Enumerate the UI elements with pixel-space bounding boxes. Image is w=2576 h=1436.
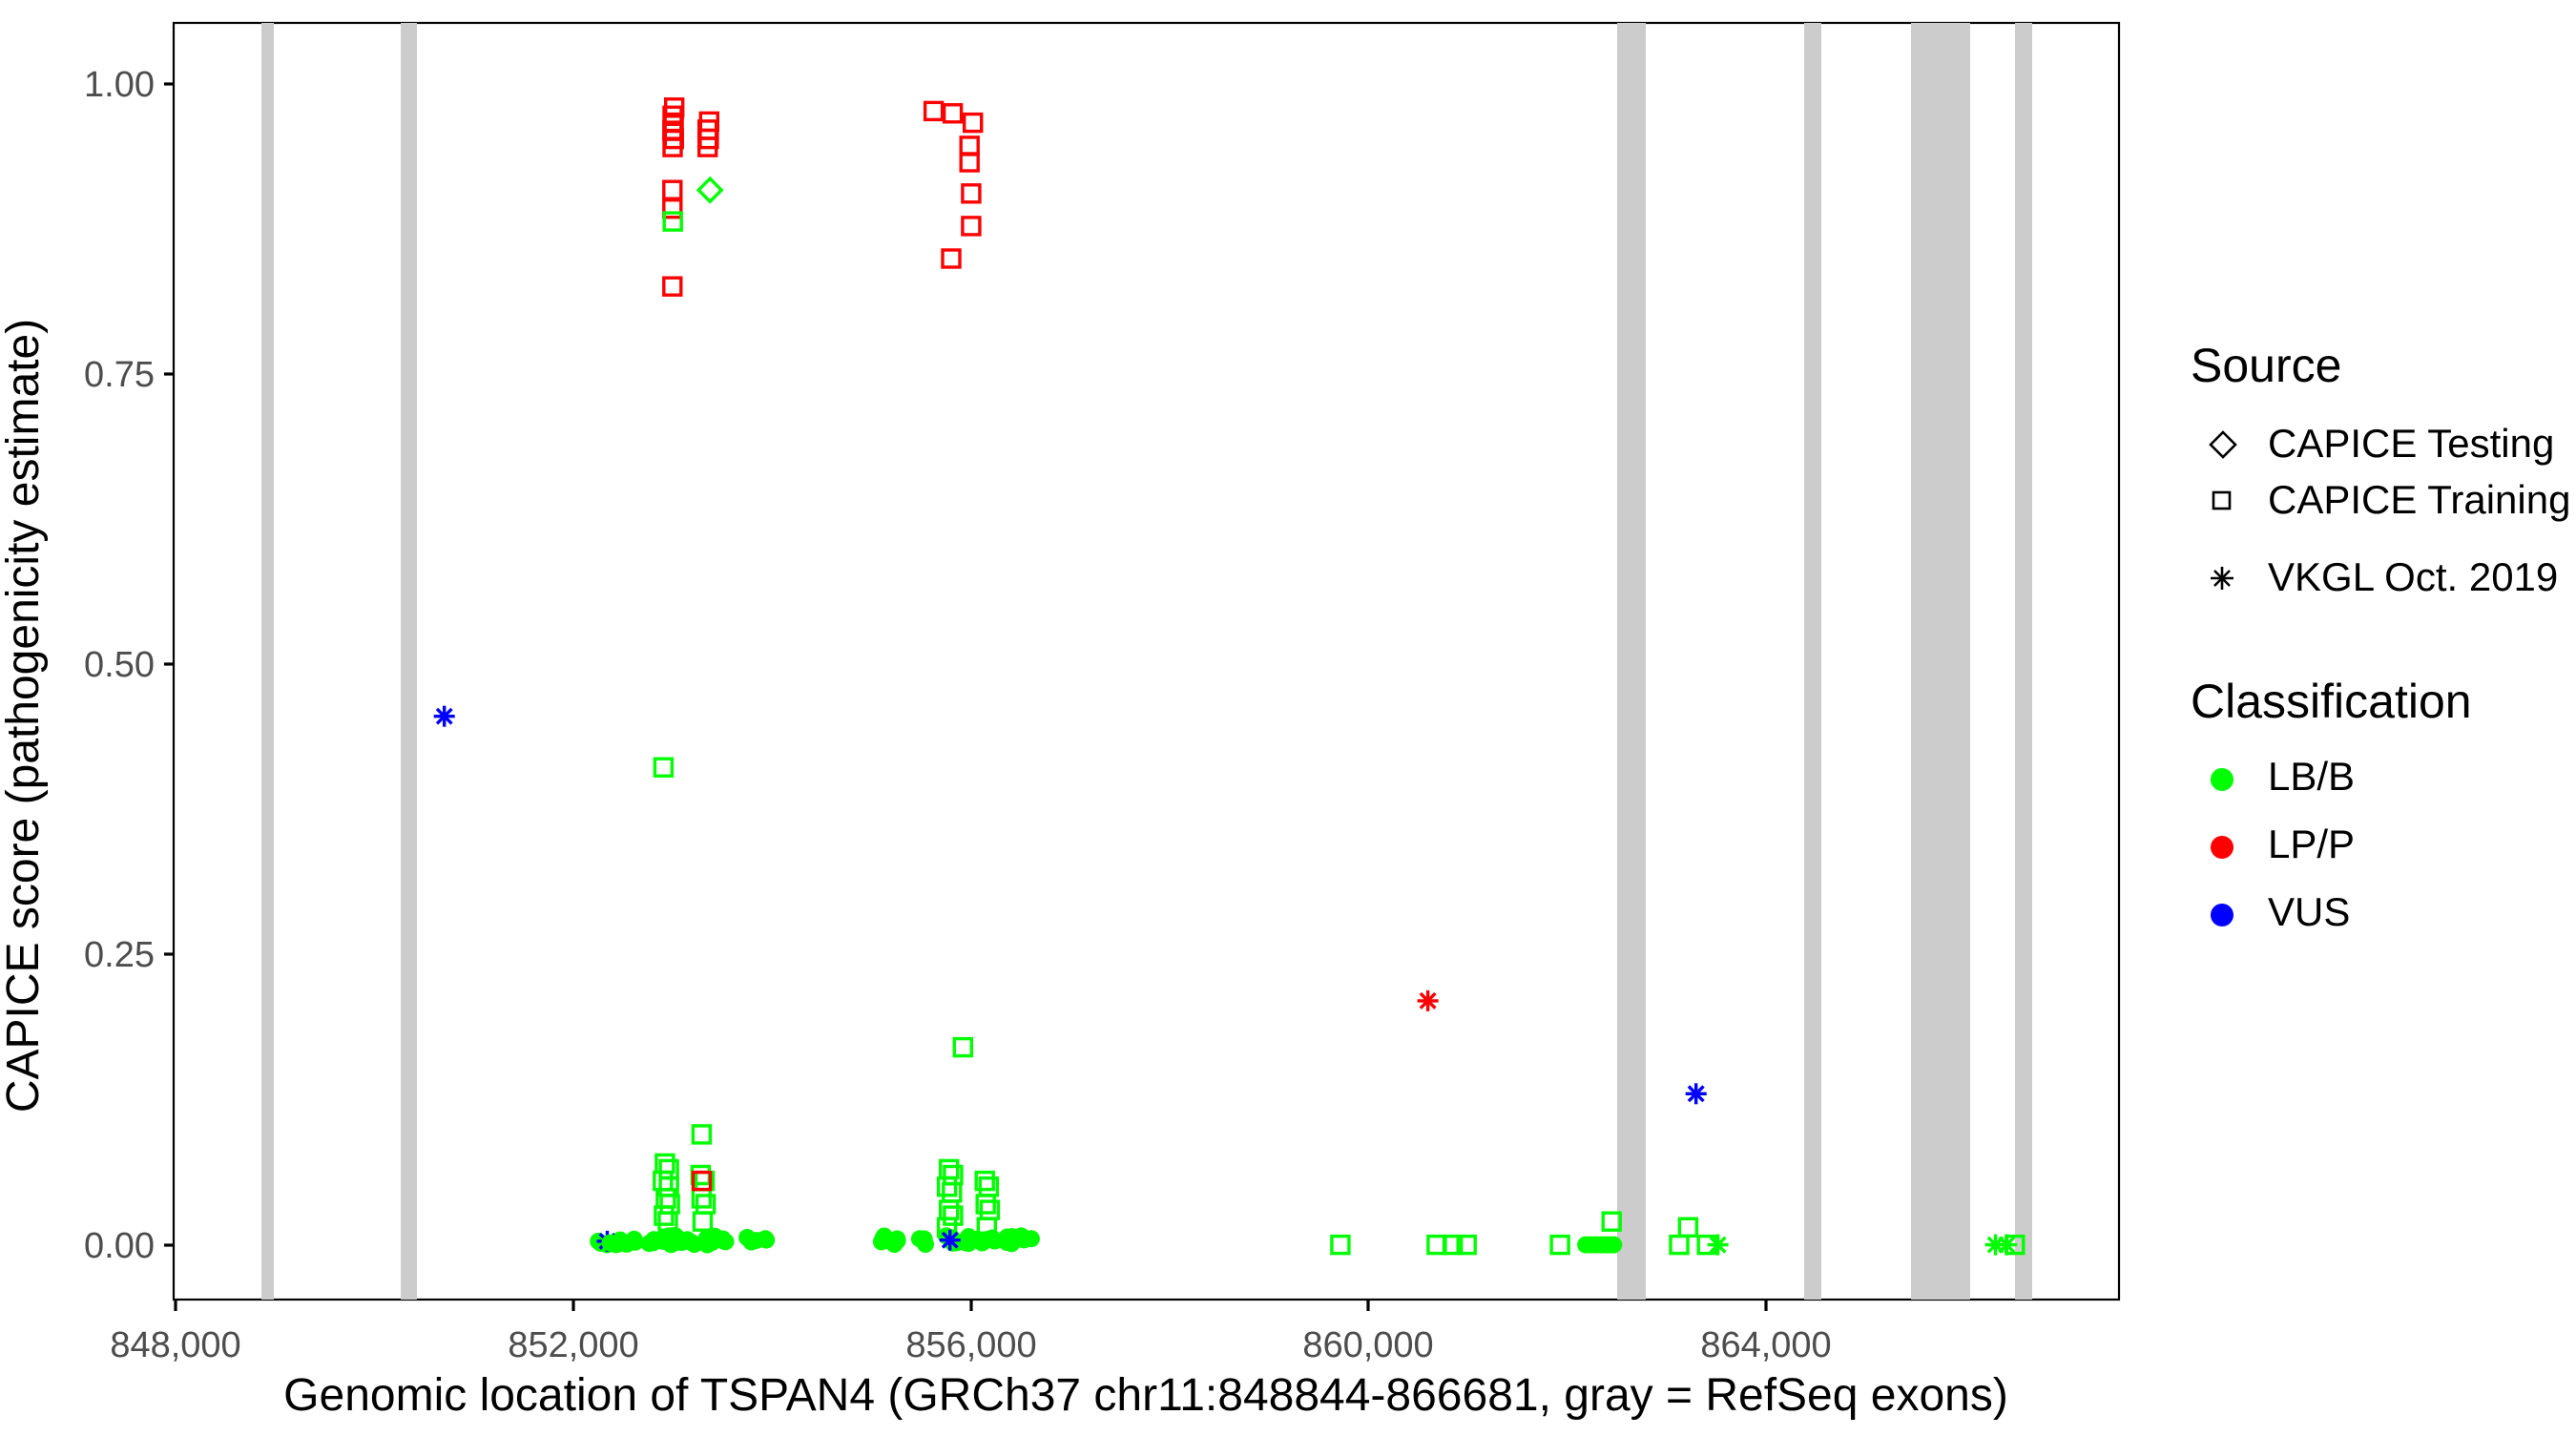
svg-text:LP/P: LP/P (2268, 822, 2355, 866)
svg-text:848,000: 848,000 (110, 1325, 240, 1365)
svg-text:Genomic location of TSPAN4 (GR: Genomic location of TSPAN4 (GRCh37 chr11… (283, 1370, 2008, 1421)
svg-text:VUS: VUS (2268, 889, 2350, 934)
svg-text:Classification: Classification (2191, 675, 2472, 728)
svg-text:1.00: 1.00 (84, 65, 155, 105)
svg-text:Source: Source (2191, 339, 2341, 392)
svg-text:860,000: 860,000 (1302, 1325, 1433, 1365)
svg-text:856,000: 856,000 (905, 1325, 1036, 1365)
svg-text:LB/B: LB/B (2268, 754, 2355, 799)
svg-text:852,000: 852,000 (508, 1325, 638, 1365)
svg-text:864,000: 864,000 (1700, 1325, 1831, 1365)
svg-text:CAPICE Testing: CAPICE Testing (2268, 421, 2554, 466)
svg-text:VKGL Oct. 2019: VKGL Oct. 2019 (2268, 554, 2558, 599)
svg-text:0.50: 0.50 (84, 645, 155, 685)
svg-text:CAPICE Training: CAPICE Training (2268, 477, 2570, 522)
svg-text:0.75: 0.75 (84, 355, 155, 395)
svg-text:0.25: 0.25 (84, 935, 155, 975)
svg-text:0.00: 0.00 (84, 1226, 155, 1266)
svg-text:CAPICE score (pathogenicity es: CAPICE score (pathogenicity estimate) (0, 319, 49, 1113)
